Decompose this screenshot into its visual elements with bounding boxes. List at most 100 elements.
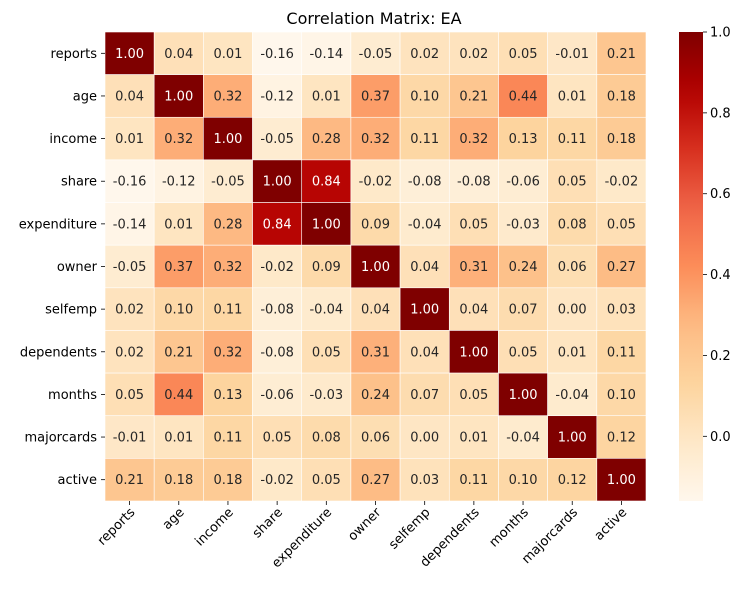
heatmap-cell-owner-owner bbox=[350, 244, 401, 289]
heatmap-cell-months-active bbox=[596, 372, 647, 417]
cell-value-label: -0.12 bbox=[162, 175, 196, 190]
cell-value-label: 0.28 bbox=[213, 217, 242, 232]
cell-value-label: -0.05 bbox=[113, 260, 147, 275]
cell-value-label: 0.84 bbox=[263, 217, 292, 232]
y-tick-label-expenditure: expenditure bbox=[19, 217, 97, 232]
x-tick-label-income: income bbox=[193, 505, 237, 549]
heatmap-cell-reports-expenditure bbox=[301, 31, 352, 75]
heatmap-cell-expenditure-expenditure bbox=[301, 202, 352, 246]
cell-value-label: 0.04 bbox=[459, 303, 488, 318]
colorbar-tick-label: 0.0 bbox=[710, 430, 731, 445]
y-tick-label-owner: owner bbox=[57, 260, 98, 275]
heatmap-cell-months-dependents bbox=[448, 372, 499, 417]
cell-value-label: 0.03 bbox=[410, 473, 439, 488]
cell-value-label: 0.04 bbox=[410, 260, 439, 275]
heatmap-cell-age-income bbox=[203, 74, 253, 118]
cell-value-label: 1.00 bbox=[115, 47, 144, 62]
colorbar-tick-label: 0.6 bbox=[710, 187, 731, 202]
heatmap-cell-dependents-dependents bbox=[448, 330, 499, 374]
cell-value-label: 0.18 bbox=[607, 132, 636, 147]
heatmap-cell-share-selfemp bbox=[399, 159, 450, 203]
heatmap-cell-reports-majorcards bbox=[547, 31, 598, 75]
chart-title: Correlation Matrix: EA bbox=[286, 9, 461, 28]
heatmap-cell-dependents-owner bbox=[350, 330, 401, 374]
cell-value-label: -0.02 bbox=[260, 260, 294, 275]
cell-value-label: -0.05 bbox=[211, 175, 245, 190]
cell-value-label: 0.18 bbox=[213, 473, 242, 488]
heatmap-cell-expenditure-majorcards bbox=[547, 202, 598, 246]
cell-value-label: 0.18 bbox=[164, 473, 193, 488]
cell-value-label: 0.01 bbox=[459, 431, 488, 446]
heatmap-cell-owner-share bbox=[252, 244, 303, 289]
heatmap-cell-months-reports bbox=[104, 372, 155, 417]
x-tick-label-share: share bbox=[250, 505, 286, 541]
x-tick-label-months: months bbox=[487, 505, 532, 550]
heatmap-cell-income-income bbox=[203, 116, 253, 161]
heatmap-cell-income-reports bbox=[104, 116, 155, 161]
cell-value-label: 1.00 bbox=[558, 431, 587, 446]
cell-value-label: -0.04 bbox=[408, 217, 442, 232]
heatmap-cell-share-months bbox=[498, 159, 548, 203]
cell-value-label: 0.21 bbox=[459, 89, 488, 104]
cell-value-label: 0.12 bbox=[607, 431, 636, 446]
heatmap-cell-months-share bbox=[252, 372, 303, 417]
cell-value-label: 0.08 bbox=[558, 217, 587, 232]
y-tick-label-months: months bbox=[48, 388, 97, 403]
cell-value-label: 0.31 bbox=[361, 345, 390, 360]
colorbar-tick-label: 0.8 bbox=[710, 106, 731, 121]
heatmap-cell-share-age bbox=[153, 159, 204, 203]
cell-value-label: -0.05 bbox=[260, 132, 294, 147]
cell-value-label: -0.02 bbox=[605, 175, 639, 190]
colorbar-tick-label: 0.2 bbox=[710, 349, 731, 364]
cell-value-label: 0.05 bbox=[558, 175, 587, 190]
cell-value-label: 0.11 bbox=[410, 132, 439, 147]
heatmap-cell-majorcards-owner bbox=[350, 415, 401, 459]
cell-value-label: 0.32 bbox=[213, 345, 242, 360]
heatmap-cell-age-dependents bbox=[448, 74, 499, 118]
cell-value-label: -0.04 bbox=[309, 303, 343, 318]
heatmap-cell-dependents-reports bbox=[104, 330, 155, 374]
cell-value-label: 0.32 bbox=[459, 132, 488, 147]
cell-value-label: 0.04 bbox=[361, 303, 390, 318]
cell-value-label: 0.24 bbox=[361, 388, 390, 403]
heatmap-cell-reports-active bbox=[596, 31, 647, 75]
cell-value-label: 0.27 bbox=[361, 473, 390, 488]
cell-value-label: 0.09 bbox=[312, 260, 341, 275]
cell-value-label: -0.16 bbox=[113, 175, 147, 190]
y-tick-label-majorcards: majorcards bbox=[24, 431, 97, 446]
heatmap-cell-age-reports bbox=[104, 74, 155, 118]
cell-value-label: 0.31 bbox=[459, 260, 488, 275]
cell-value-label: 0.32 bbox=[164, 132, 193, 147]
cell-value-label: 0.05 bbox=[459, 217, 488, 232]
heatmap-cell-active-reports bbox=[104, 458, 155, 502]
heatmap-cell-selfemp-active bbox=[596, 287, 647, 331]
cell-value-label: -0.14 bbox=[309, 47, 343, 62]
y-tick-label-age: age bbox=[73, 89, 97, 104]
cell-value-label: 0.06 bbox=[558, 260, 587, 275]
cell-value-label: 0.37 bbox=[361, 89, 390, 104]
cell-value-label: 0.05 bbox=[459, 388, 488, 403]
heatmap-cell-selfemp-owner bbox=[350, 287, 401, 331]
heatmap-cell-active-active bbox=[596, 458, 647, 502]
y-tick-label-reports: reports bbox=[51, 47, 98, 62]
heatmap-cell-income-owner bbox=[350, 116, 401, 161]
cell-value-label: 0.01 bbox=[164, 217, 193, 232]
cell-value-label: -0.01 bbox=[555, 47, 589, 62]
heatmap-cell-dependents-selfemp bbox=[399, 330, 450, 374]
cell-value-label: 0.02 bbox=[410, 47, 439, 62]
colorbar-tick-label: 0.4 bbox=[710, 268, 731, 283]
cell-value-label: -0.14 bbox=[113, 217, 147, 232]
heatmap-cell-age-expenditure bbox=[301, 74, 352, 118]
heatmap-cell-reports-dependents bbox=[448, 31, 499, 75]
heatmap-cell-age-majorcards bbox=[547, 74, 598, 118]
cell-value-label: 0.05 bbox=[312, 473, 341, 488]
heatmap-cell-selfemp-age bbox=[153, 287, 204, 331]
heatmap-cell-months-months bbox=[498, 372, 548, 417]
heatmap-cell-dependents-share bbox=[252, 330, 303, 374]
cell-value-label: 0.32 bbox=[213, 260, 242, 275]
cell-value-label: -0.03 bbox=[506, 217, 540, 232]
cell-value-label: 0.27 bbox=[607, 260, 636, 275]
cell-value-label: 0.01 bbox=[558, 345, 587, 360]
y-tick-label-selfemp: selfemp bbox=[45, 303, 97, 318]
